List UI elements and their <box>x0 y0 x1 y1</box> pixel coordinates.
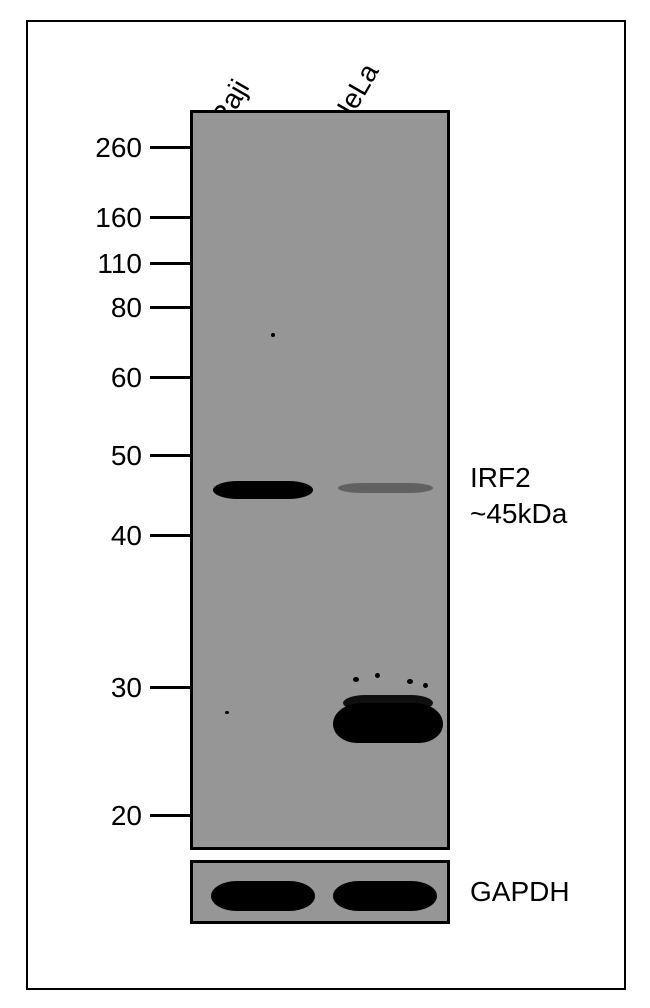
mw-tick <box>150 454 190 457</box>
speckle <box>353 677 359 682</box>
mw-label: 40 <box>70 520 142 552</box>
speckle <box>407 679 413 684</box>
mw-tick <box>150 686 190 689</box>
mw-label: 60 <box>70 362 142 394</box>
mw-label: 30 <box>70 672 142 704</box>
speckle <box>423 683 428 688</box>
band-hela-irf2-faint <box>338 483 433 493</box>
target-mw-label: ~45kDa <box>470 498 567 530</box>
mw-tick <box>150 306 190 309</box>
mw-label: 160 <box>70 202 142 234</box>
mw-tick <box>150 146 190 149</box>
target-name-label: IRF2 <box>470 462 531 494</box>
main-blot <box>190 110 450 850</box>
mw-label: 20 <box>70 800 142 832</box>
mw-label: 50 <box>70 440 142 472</box>
western-blot-figure: Raji HeLa 260 160 110 80 60 50 40 30 20 … <box>0 0 650 1008</box>
band-raji-irf2 <box>213 481 313 499</box>
speckle <box>225 711 229 714</box>
mw-tick <box>150 534 190 537</box>
loading-control-label: GAPDH <box>470 876 570 908</box>
mw-label: 80 <box>70 292 142 324</box>
band-raji-gapdh <box>211 881 315 911</box>
mw-tick <box>150 376 190 379</box>
loading-control-blot <box>190 860 450 924</box>
speckle <box>271 333 275 337</box>
mw-label: 260 <box>70 132 142 164</box>
mw-tick <box>150 262 190 265</box>
band-hela-gapdh <box>333 881 437 911</box>
mw-label: 110 <box>70 248 142 280</box>
band-hela-low-major-top <box>343 695 433 711</box>
mw-tick <box>150 814 190 817</box>
speckle <box>375 673 380 678</box>
mw-tick <box>150 216 190 219</box>
